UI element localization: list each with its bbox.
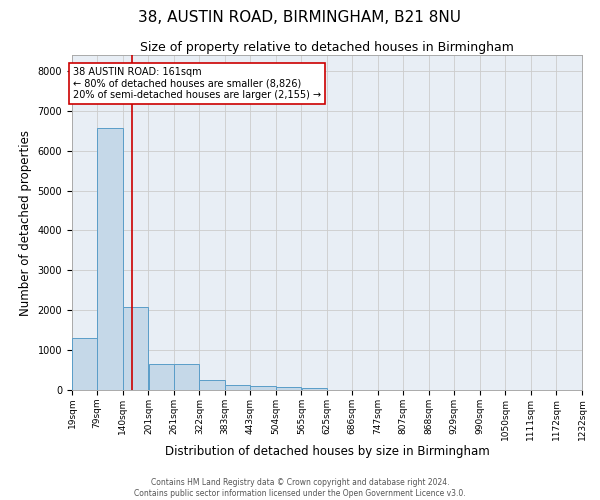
Bar [199,380,225,390]
Y-axis label: Number of detached properties: Number of detached properties [19,130,32,316]
Bar [250,386,275,390]
Text: 38 AUSTIN ROAD: 161sqm
← 80% of detached houses are smaller (8,826)
20% of semi-: 38 AUSTIN ROAD: 161sqm ← 80% of detached… [73,67,322,100]
Bar [72,338,97,390]
Text: Contains HM Land Registry data © Crown copyright and database right 2024.
Contai: Contains HM Land Registry data © Crown c… [134,478,466,498]
Bar [123,306,148,390]
Bar [302,388,327,390]
Text: 38, AUSTIN ROAD, BIRMINGHAM, B21 8NU: 38, AUSTIN ROAD, BIRMINGHAM, B21 8NU [139,10,461,25]
Bar [97,128,123,390]
Title: Size of property relative to detached houses in Birmingham: Size of property relative to detached ho… [140,41,514,54]
Bar [276,387,301,390]
Bar [149,364,174,390]
X-axis label: Distribution of detached houses by size in Birmingham: Distribution of detached houses by size … [164,446,490,458]
Bar [225,385,250,390]
Bar [174,364,199,390]
